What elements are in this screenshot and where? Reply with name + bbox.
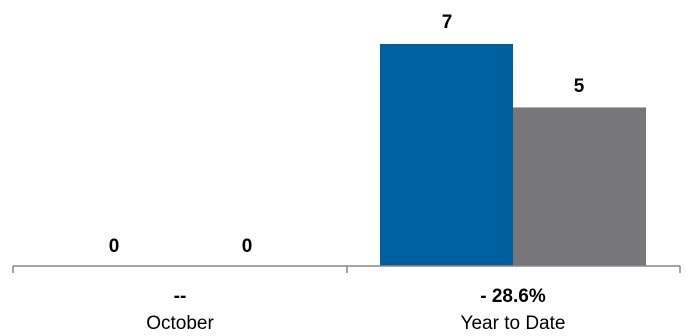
data-label-october-series-1: 0 xyxy=(109,236,120,257)
labels-layer: 0 0 7 5 -- - 28.6% October Year to Date xyxy=(109,12,585,334)
change-label-ytd: - 28.6% xyxy=(480,286,546,307)
data-label-october-series-2: 0 xyxy=(242,236,253,257)
change-label-october: -- xyxy=(174,286,187,307)
bars-layer xyxy=(380,44,646,266)
bar-ytd-series-1 xyxy=(380,44,513,266)
data-label-ytd-series-1: 7 xyxy=(442,12,453,33)
category-label-october: October xyxy=(146,313,214,334)
data-label-ytd-series-2: 5 xyxy=(574,76,585,97)
x-axis xyxy=(12,265,681,273)
category-label-ytd: Year to Date xyxy=(461,313,566,334)
bar-ytd-series-2 xyxy=(513,107,646,266)
